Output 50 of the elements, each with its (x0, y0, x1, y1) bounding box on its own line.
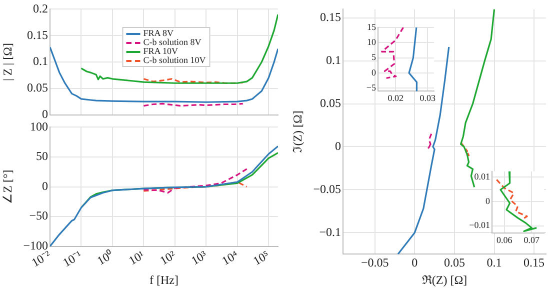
y-tick-label: 0 (486, 196, 490, 206)
x-tick-label: 0.02 (388, 92, 404, 103)
legend-label: C-b solution 8V (143, 37, 202, 47)
line-series (381, 27, 404, 79)
line-series (460, 142, 470, 156)
y-tick-label: 0.1 (33, 54, 48, 68)
x-axis-title: f [Hz] (150, 272, 178, 287)
line-series (427, 133, 432, 150)
y-tick-label: 0 (372, 67, 376, 78)
x-tick-label: 0.06 (496, 234, 513, 245)
x-tick-label: 10² (157, 248, 178, 268)
x-tick-label: 10³ (188, 248, 210, 268)
y-tick-label: 0.15 (320, 10, 341, 24)
x-tick-label: 0.07 (524, 234, 540, 245)
x-tick-label: 0 (412, 256, 418, 270)
y-tick-label: 50 (36, 149, 48, 164)
y-tick-label: 0.01 (474, 171, 490, 182)
y-tick-label: 0 (42, 106, 48, 121)
y-tick-label: 0 (42, 178, 48, 193)
y-axis-title: ∠Z [°] (0, 170, 14, 204)
y-tick-label: 0.2 (33, 1, 48, 16)
x-tick-label: 10¹ (126, 248, 148, 268)
x-tick-label: 0.03 (420, 92, 436, 103)
y-axis-title: | Z | [Ω] (0, 42, 14, 82)
y-tick-label: −50 (29, 208, 48, 223)
y-tick-label: 0 (335, 138, 341, 153)
x-tick-label: 10⁰ (94, 248, 116, 268)
y-tick-label: −100 (23, 238, 48, 252)
x-tick-label: 0.15 (524, 256, 545, 270)
y-tick-label: 0.15 (27, 28, 48, 42)
x-tick-label: 10⁻¹ (60, 248, 85, 270)
legend-label: C-b solution 10V (143, 55, 206, 65)
y-tick-label: −0.05 (313, 182, 341, 196)
y-tick-label: 100 (30, 119, 48, 134)
y-tick-label: 15 (367, 22, 376, 32)
y-tick-label: 0.1 (326, 52, 341, 67)
legend-label: FRA 10V (143, 46, 178, 56)
y-tick-label: −0.1 (319, 224, 341, 239)
y-tick-label: −0.01 (469, 220, 490, 230)
legend-label: FRA 8V (143, 28, 174, 38)
x-axis-title: ℜ(Z) [Ω] (422, 272, 468, 287)
y-tick-label: 10 (367, 36, 376, 47)
x-tick-label: 0.1 (486, 256, 502, 270)
x-tick-label: 10⁵ (250, 248, 272, 268)
y-axis-title: ℑ(Z) [Ω] (290, 110, 304, 153)
line-series (496, 178, 528, 221)
x-tick-label: 0.05 (444, 256, 465, 270)
y-tick-label: 5 (372, 52, 376, 62)
x-tick-label: 10⁴ (219, 248, 240, 268)
y-tick-label: −5 (366, 82, 376, 93)
